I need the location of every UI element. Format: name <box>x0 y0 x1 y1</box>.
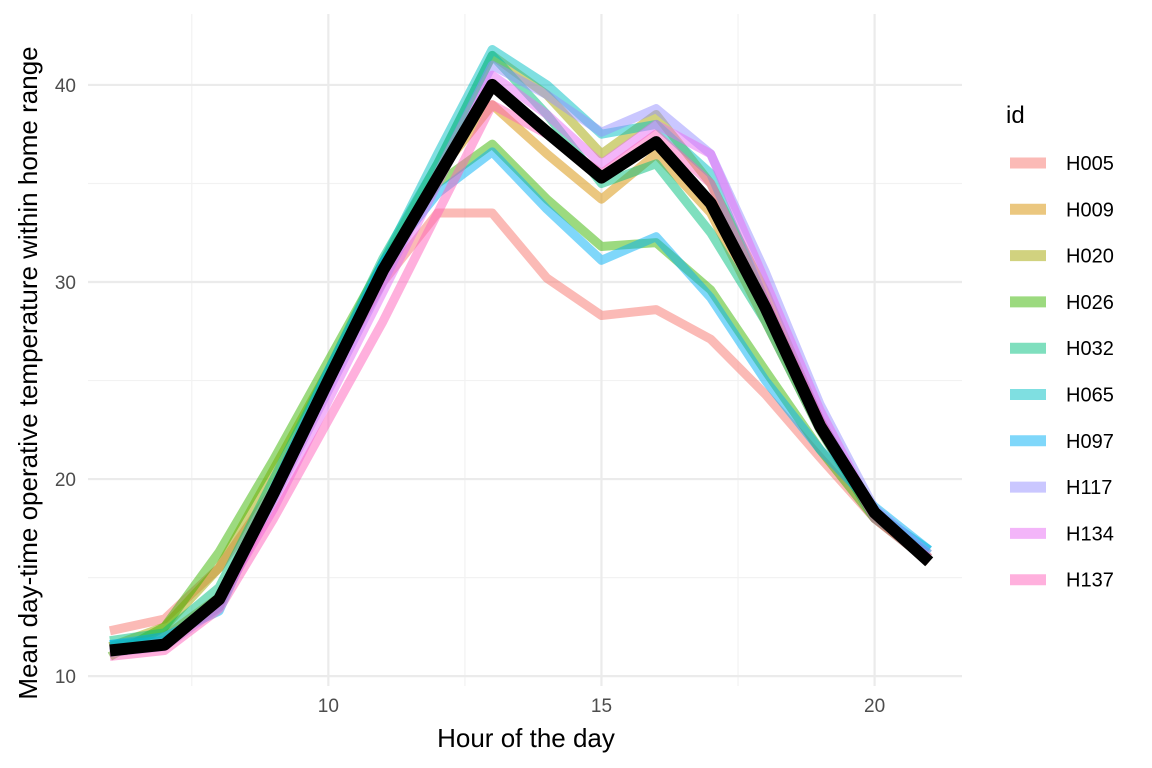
y-tick-label: 10 <box>55 667 76 688</box>
legend-items: H005 H009 H020 H026 H032 H065 H097 H117 H134 H137 <box>1010 153 1114 592</box>
legend-item-h134: H134 <box>1010 523 1114 545</box>
legend-item-h020: H020 <box>1010 246 1114 268</box>
series-line-h032 <box>109 50 932 646</box>
legend-item-h097: H097 <box>1010 431 1114 453</box>
x-tick-label: 10 <box>318 696 339 717</box>
legend-label: H134 <box>1066 523 1114 545</box>
grid-lines <box>88 14 962 686</box>
y-tick-label: 20 <box>55 470 76 491</box>
y-tick-label: 30 <box>55 273 76 294</box>
legend-label: H020 <box>1066 246 1114 268</box>
legend-label: H026 <box>1066 292 1114 314</box>
legend-item-h032: H032 <box>1010 338 1114 360</box>
legend-item-h005: H005 <box>1010 153 1114 175</box>
legend-label: H005 <box>1066 153 1114 175</box>
mean-line-group <box>109 78 934 657</box>
legend: id H005H009H020H026H032H065H097H117H134H… <box>1006 102 1114 592</box>
x-tick-label: 20 <box>864 696 885 717</box>
legend-item-h009: H009 <box>1010 199 1114 221</box>
legend-label: H009 <box>1066 199 1114 221</box>
legend-item-h065: H065 <box>1010 385 1114 407</box>
x-tick-label: 15 <box>591 696 612 717</box>
legend-item-h117: H117 <box>1010 477 1112 499</box>
mean-line <box>109 78 934 657</box>
y-tick-label: 40 <box>55 76 76 97</box>
legend-item-h026: H026 <box>1010 292 1114 314</box>
legend-label: H117 <box>1066 477 1112 499</box>
legend-label: H032 <box>1066 338 1114 360</box>
legend-label: H097 <box>1066 431 1114 453</box>
legend-item-h137: H137 <box>1010 570 1114 592</box>
legend-label: H137 <box>1066 570 1114 592</box>
x-axis-title: Hour of the day <box>437 723 615 753</box>
y-axis-title: Mean day-time operative temperature with… <box>13 46 43 699</box>
legend-title: id <box>1006 102 1025 129</box>
tick-labels: 10 15 20 10 20 30 40 <box>55 76 885 717</box>
legend-label: H065 <box>1066 385 1114 407</box>
